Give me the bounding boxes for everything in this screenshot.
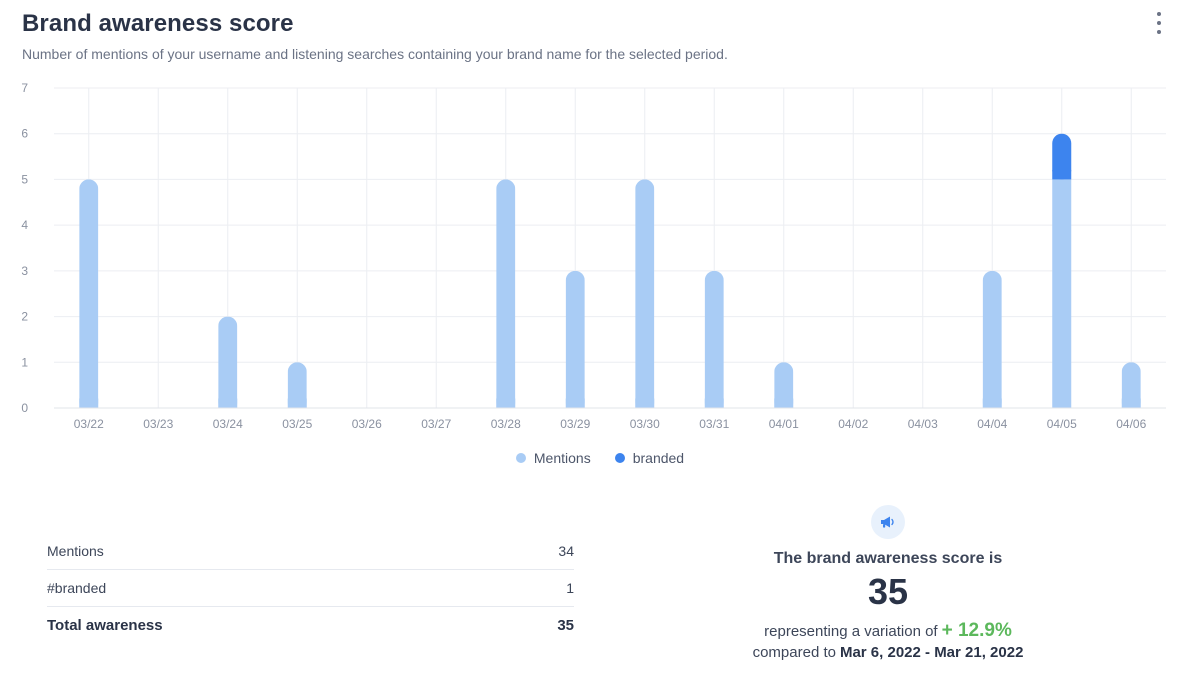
y-tick-label: 1 — [21, 355, 28, 369]
x-tick-label: 04/05 — [1047, 417, 1077, 431]
y-tick-label: 5 — [21, 172, 28, 186]
x-tick-label: 03/27 — [421, 417, 451, 431]
legend-item-mentions[interactable]: Mentions — [515, 450, 591, 466]
legend-label-branded: branded — [632, 450, 685, 466]
x-tick-label: 04/06 — [1116, 417, 1146, 431]
x-tick-label: 04/03 — [908, 417, 938, 431]
legend-item-branded[interactable]: branded — [614, 450, 685, 466]
compared-prefix: compared to — [752, 644, 836, 661]
brand-awareness-chart: 0 1 2 3 4 5 6 7 03/22 03/23 03/24 03/25 03/26 03/27 03… — [21, 81, 1166, 431]
stat-row-total: Total awareness 35 — [47, 607, 574, 643]
x-tick-label: 04/04 — [977, 417, 1007, 431]
bar-mentions — [79, 179, 99, 412]
score-panel: The brand awareness score is 35 represen… — [688, 505, 1088, 661]
x-tick-label: 04/01 — [769, 417, 799, 431]
compared-range: Mar 6, 2022 - Mar 21, 2022 — [839, 644, 1024, 661]
stat-value: 1 — [566, 580, 574, 596]
score-compared: compared to Mar 6, 2022 - Mar 21, 2022 — [688, 644, 1088, 661]
stat-label: Mentions — [47, 543, 104, 559]
x-tick-label: 03/31 — [699, 417, 729, 431]
bar-mentions — [635, 179, 655, 412]
x-tick-label: 03/22 — [74, 417, 104, 431]
bar-mentions — [218, 317, 238, 412]
legend-label-mentions: Mentions — [533, 450, 591, 466]
bar-mentions — [1121, 362, 1141, 412]
bar-mentions — [774, 362, 794, 412]
y-tick-label: 7 — [21, 81, 28, 95]
stat-value: 34 — [558, 543, 574, 559]
x-tick-label: 03/28 — [491, 417, 521, 431]
chart-legend: Mentions branded — [0, 450, 1200, 466]
stat-value: 35 — [557, 616, 574, 634]
x-tick-label: 03/26 — [352, 417, 382, 431]
stat-label: #branded — [47, 580, 107, 596]
legend-dot-branded — [614, 453, 625, 463]
variation-prefix: representing a variation of — [764, 623, 938, 640]
stats-table: Mentions 34 #branded 1 Total awareness 3… — [47, 533, 574, 643]
bar-branded — [1052, 133, 1072, 180]
x-tick-label: 03/23 — [143, 417, 173, 431]
bar-mentions — [982, 271, 1002, 412]
bar-mentions — [1052, 179, 1072, 408]
y-tick-label: 6 — [21, 127, 28, 141]
more-options-icon[interactable] — [1150, 12, 1168, 34]
x-tick-label: 03/25 — [282, 417, 312, 431]
stat-row-branded: #branded 1 — [47, 570, 574, 607]
x-tick-label: 03/24 — [213, 417, 243, 431]
bar-mentions — [704, 271, 724, 412]
bar-mentions — [287, 362, 307, 412]
bar-mentions — [565, 271, 585, 412]
score-value: 35 — [867, 571, 909, 612]
score-heading: The brand awareness score is — [773, 550, 1003, 567]
x-tick-label: 03/30 — [630, 417, 660, 431]
y-tick-label: 4 — [21, 218, 28, 232]
y-tick-label: 0 — [21, 401, 28, 415]
stat-row-mentions: Mentions 34 — [47, 533, 574, 570]
page-title: Brand awareness score — [22, 10, 294, 37]
y-tick-label: 2 — [21, 310, 28, 324]
x-tick-label: 03/29 — [560, 417, 590, 431]
legend-dot-mentions — [515, 453, 526, 463]
bar-mentions — [496, 179, 516, 412]
x-tick-label: 04/02 — [838, 417, 868, 431]
variation-percent: + 12.9% — [941, 620, 1012, 641]
megaphone-icon — [871, 505, 905, 539]
y-tick-label: 3 — [21, 264, 28, 278]
stat-label: Total awareness — [47, 616, 163, 634]
score-variation: representing a variation of + 12.9% — [688, 620, 1088, 642]
page-subtitle: Number of mentions of your username and … — [22, 46, 728, 62]
